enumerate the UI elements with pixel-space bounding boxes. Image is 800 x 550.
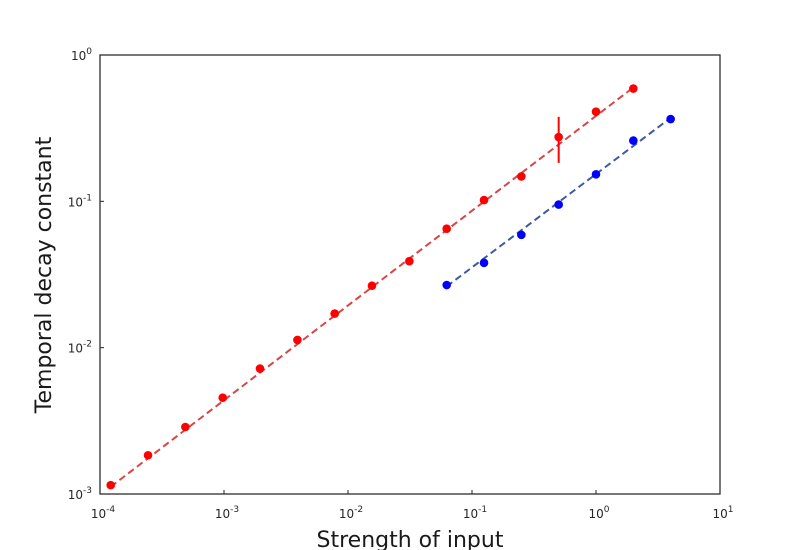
data-point — [106, 480, 116, 490]
data-point — [591, 170, 601, 179]
data-points — [106, 84, 675, 490]
data-point — [405, 256, 414, 266]
data-point — [181, 422, 190, 432]
data-point — [591, 107, 601, 116]
data-point — [629, 136, 638, 145]
data-point — [629, 84, 638, 93]
x-tick-label: 10-1 — [463, 505, 487, 521]
fit-line-1 — [446, 117, 672, 288]
data-point — [517, 172, 526, 181]
y-axis-label: Temporal decay constant — [32, 136, 57, 414]
data-point — [442, 280, 451, 290]
x-axis-label: Strength of input — [317, 528, 504, 550]
fit-lines — [110, 86, 672, 488]
data-point — [666, 114, 675, 124]
data-point — [517, 230, 526, 240]
data-point — [442, 224, 451, 234]
x-tick-label: 10-4 — [91, 505, 116, 521]
data-point — [330, 309, 339, 318]
plot-frame — [99, 54, 721, 495]
data-point — [143, 450, 153, 460]
data-point — [218, 393, 228, 403]
data-point — [479, 258, 489, 268]
x-tick-label: 10-3 — [215, 505, 239, 521]
data-point — [479, 195, 489, 205]
y-tick-label: 10-3 — [68, 486, 92, 502]
y-tick-label: 100 — [71, 47, 92, 63]
x-tick-label: 10-2 — [339, 505, 363, 521]
y-axis-ticks: 10-3 10-2 10-1 100 — [68, 47, 104, 502]
data-point — [554, 132, 563, 142]
data-point — [255, 364, 265, 373]
y-tick-label: 10-2 — [68, 340, 92, 356]
data-point — [367, 281, 377, 291]
data-point — [554, 200, 563, 209]
data-point — [293, 335, 302, 345]
x-tick-label: 100 — [588, 505, 609, 521]
x-axis-ticks: 10-4 10-3 10-2 10-1 100 101 — [91, 490, 734, 521]
x-tick-label: 101 — [712, 505, 733, 521]
y-tick-label: 10-1 — [68, 193, 92, 209]
